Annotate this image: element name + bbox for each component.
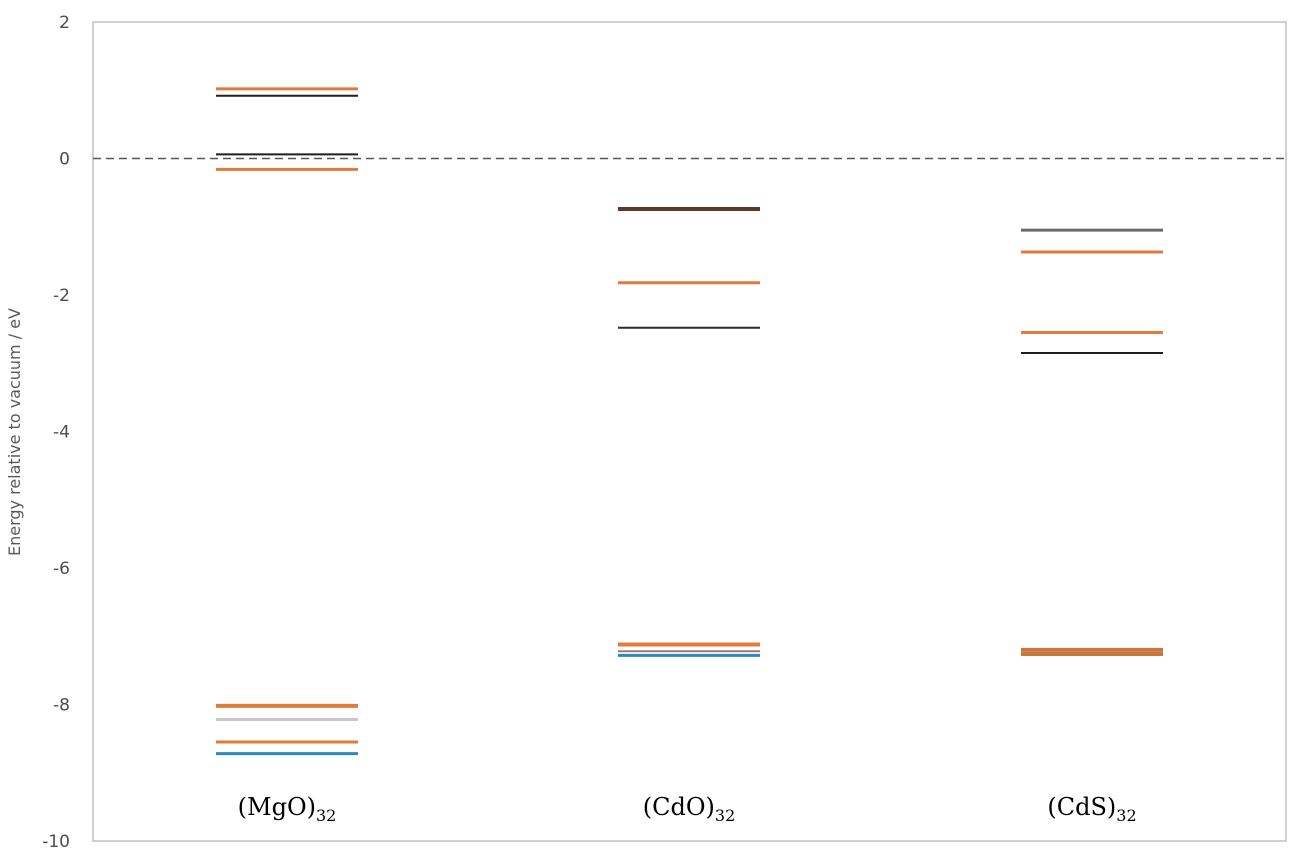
y-tick-label: -6 bbox=[53, 559, 70, 579]
y-tick-label: -4 bbox=[53, 423, 70, 443]
y-axis-title: Energy relative to vacuum / eV bbox=[5, 308, 24, 556]
group-label: (CdO)32 bbox=[643, 793, 736, 825]
energy-levels bbox=[216, 87, 1163, 756]
group-label: (CdS)32 bbox=[1047, 793, 1136, 825]
y-tick-label: 2 bbox=[59, 13, 70, 33]
y-tick-label: 0 bbox=[59, 150, 70, 170]
group-label-main: (CdO) bbox=[643, 793, 715, 821]
group-label-subscript: 32 bbox=[316, 806, 336, 825]
group-label: (MgO)32 bbox=[238, 793, 337, 825]
group-label-subscript: 32 bbox=[715, 806, 735, 825]
group-label-main: (CdS) bbox=[1047, 793, 1116, 821]
group-labels: (MgO)32 (CdO)32 (CdS)32 bbox=[238, 793, 1137, 825]
plot-area-frame bbox=[92, 21, 1287, 842]
y-axis-ticks: 2 0 -2 -4 -6 -8 -10 bbox=[42, 13, 70, 852]
y-tick-label: -10 bbox=[42, 832, 70, 852]
y-tick-label: -2 bbox=[53, 286, 70, 306]
group-label-main: (MgO) bbox=[238, 793, 316, 821]
group-label-subscript: 32 bbox=[1116, 806, 1136, 825]
y-tick-label: -8 bbox=[53, 696, 70, 716]
